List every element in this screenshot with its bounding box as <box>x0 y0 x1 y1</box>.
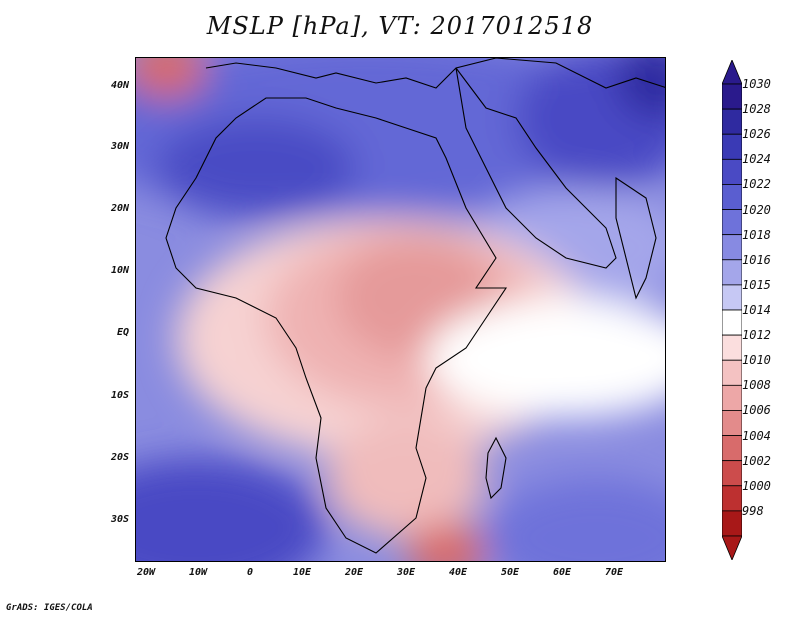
colorbar-level-label: 1026 <box>742 127 771 142</box>
colorbar-segment <box>722 133 742 160</box>
colorbar-segment <box>722 83 742 110</box>
colorbar-segment <box>722 108 742 135</box>
colorbar <box>722 60 742 560</box>
lon-label-70e: 70E <box>604 567 624 578</box>
colorbar-segment <box>722 284 742 311</box>
colorbar-top-arrow <box>722 60 742 85</box>
colorbar-level-label: 1016 <box>742 252 771 267</box>
colorbar-segment <box>722 309 742 336</box>
colorbar-level-label: 1020 <box>742 202 771 217</box>
lon-label-10e: 10E <box>292 567 312 578</box>
lon-label-10w: 10W <box>188 567 208 578</box>
colorbar-segment <box>722 184 742 210</box>
colorbar-segment <box>722 359 742 386</box>
colorbar-level-label: 1004 <box>742 428 771 443</box>
colorbar-level-label: 1000 <box>742 478 771 493</box>
colorbar-segment <box>722 209 742 236</box>
colorbar-level-label: 1012 <box>742 328 771 343</box>
lon-label-50e: 50E <box>500 567 520 578</box>
software-credit: GrADS: IGES/COLA <box>6 603 93 613</box>
colorbar-level-label: 1015 <box>742 277 771 292</box>
coastlines <box>165 58 665 554</box>
lon-label-0: 0 <box>246 567 254 578</box>
lon-label-30e: 30E <box>396 567 416 578</box>
colorbar-segment <box>722 334 742 361</box>
colorbar-bottom-arrow <box>722 535 742 560</box>
colorbar-segment <box>722 158 742 185</box>
colorbar-level-label: 1002 <box>742 453 771 468</box>
colorbar-segment <box>722 485 742 512</box>
lon-label-20e: 20E <box>344 567 364 578</box>
colorbar-level-label: 1008 <box>742 378 771 393</box>
chart-title: MSLP [hPa], VT: 2017012518 <box>206 12 594 40</box>
lat-label-20s: 20S <box>110 452 129 463</box>
colorbar-segment <box>722 460 742 487</box>
lat-label-20n: 20N <box>110 203 129 214</box>
lat-label-eq: EQ <box>116 327 129 338</box>
colorbar-level-label: 1014 <box>742 303 771 317</box>
lat-label-10n: 10N <box>110 265 129 276</box>
colorbar-segment <box>722 234 742 261</box>
lon-label-60e: 60E <box>552 567 572 578</box>
colorbar-level-label: 1030 <box>742 77 771 91</box>
lon-label-20w: 20W <box>136 567 156 578</box>
lat-label-30n: 30N <box>110 141 129 152</box>
colorbar-level-label: 1006 <box>742 403 771 418</box>
colorbar-level-label: 998 <box>742 503 764 518</box>
colorbar-segment <box>722 384 742 411</box>
colorbar-level-label: 1028 <box>742 102 771 117</box>
colorbar-segment <box>722 410 742 436</box>
map-panel <box>135 57 666 562</box>
colorbar-level-label: 1024 <box>742 152 771 167</box>
colorbar-level-label: 1018 <box>742 227 771 242</box>
lat-label-30s: 30S <box>110 514 129 525</box>
lat-label-10s: 10S <box>110 390 129 401</box>
colorbar-segment <box>722 259 742 286</box>
colorbar-level-label: 1022 <box>742 177 771 192</box>
colorbar-segment <box>722 510 742 537</box>
colorbar-level-label: 1010 <box>742 353 771 368</box>
mslp-field <box>136 58 665 561</box>
pressure-blobs <box>136 58 665 561</box>
colorbar-segment <box>722 435 742 462</box>
lat-label-40n: 40N <box>110 80 129 91</box>
lon-label-40e: 40E <box>448 567 468 578</box>
